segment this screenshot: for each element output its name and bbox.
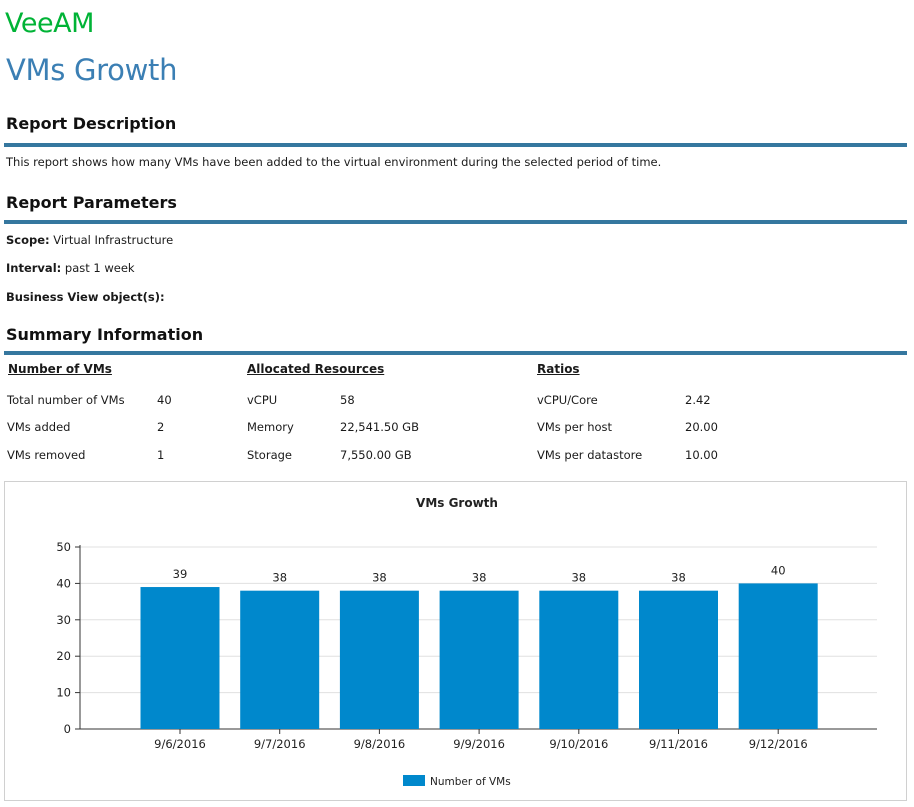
summary-value: 2.42 [685, 393, 711, 407]
x-tick-label: 9/9/2016 [453, 737, 505, 751]
summary-value: 2 [157, 420, 165, 434]
allocated-resources-header: Allocated Resources [247, 362, 385, 376]
business-view-param: Business View object(s): [6, 290, 165, 304]
vms-growth-chart: VMs Growth 0 10 20 30 40 50 39 9/6/2016 38 9/7/201… [56, 496, 877, 788]
x-tick-label: 9/12/2016 [749, 737, 808, 751]
summary-label: VMs per host [537, 420, 613, 434]
interval-label: Interval: [6, 261, 62, 275]
bar-data-label: 40 [771, 563, 786, 577]
summary-value: 40 [157, 393, 172, 407]
interval-param: Interval: past 1 week [6, 261, 135, 275]
summary-value: 58 [340, 393, 355, 407]
logo-text: VeeAM [5, 8, 94, 37]
x-tick-label: 9/7/2016 [254, 737, 306, 751]
y-tick-label: 0 [64, 722, 71, 736]
scope-value: Virtual Infrastructure [53, 233, 174, 247]
x-tick-label: 9/10/2016 [549, 737, 608, 751]
bar-data-label: 38 [372, 571, 387, 585]
x-tick-label: 9/6/2016 [154, 737, 206, 751]
summary-value: 7,550.00 GB [340, 448, 412, 462]
section-divider [4, 220, 907, 224]
bar-data-label: 38 [571, 571, 586, 585]
summary-label: VMs per datastore [537, 448, 643, 462]
y-tick-label: 20 [56, 649, 71, 663]
chart-title: VMs Growth [416, 496, 498, 510]
bar [140, 587, 220, 729]
summary-label: VMs removed [7, 448, 86, 462]
y-tick-label: 30 [56, 613, 71, 627]
ratios-header: Ratios [537, 362, 580, 376]
summary-label: Storage [247, 448, 292, 462]
summary-value: 1 [157, 448, 165, 462]
legend-swatch [403, 775, 425, 786]
report-description-text: This report shows how many VMs have been… [6, 155, 662, 169]
report-description-heading: Report Description [6, 114, 177, 133]
page-title: VMs Growth [6, 53, 178, 87]
summary-label: Total number of VMs [7, 393, 125, 407]
section-divider [4, 143, 907, 147]
bar [639, 590, 718, 729]
number-of-vms-header: Number of VMs [8, 362, 112, 376]
bar [738, 583, 818, 729]
summary-value: 10.00 [685, 448, 718, 462]
x-tick-label: 9/8/2016 [354, 737, 406, 751]
bar [439, 590, 519, 729]
summary-label: VMs added [7, 420, 71, 434]
veeam-logo: VeeAM [5, 8, 94, 37]
section-divider [4, 351, 907, 355]
bar [339, 590, 419, 729]
bar-data-label: 38 [272, 571, 287, 585]
scope-param: Scope: Virtual Infrastructure [6, 233, 173, 247]
interval-value: past 1 week [64, 261, 135, 275]
summary-value: 22,541.50 GB [340, 420, 419, 434]
bar [539, 590, 619, 729]
y-tick-label: 10 [56, 686, 71, 700]
summary-label: vCPU [247, 393, 278, 407]
summary-label: vCPU/Core [537, 393, 598, 407]
y-tick-label: 40 [56, 576, 71, 590]
report-parameters-heading: Report Parameters [6, 193, 177, 212]
summary-heading: Summary Information [6, 325, 204, 344]
bar-data-label: 38 [472, 571, 487, 585]
legend-label: Number of VMs [430, 776, 511, 788]
summary-value: 20.00 [685, 420, 718, 434]
bar-data-label: 39 [173, 567, 188, 581]
scope-label: Scope: [6, 233, 50, 247]
y-tick-label: 50 [56, 540, 71, 554]
business-view-label: Business View object(s): [6, 290, 165, 304]
x-tick-label: 9/11/2016 [649, 737, 708, 751]
vms-growth-chart-panel: VMs Growth 0 10 20 30 40 50 39 9/6/2016 38 9/7/201… [4, 481, 907, 801]
summary-label: Memory [247, 420, 294, 434]
bar [240, 590, 320, 729]
bar-data-label: 38 [671, 571, 686, 585]
